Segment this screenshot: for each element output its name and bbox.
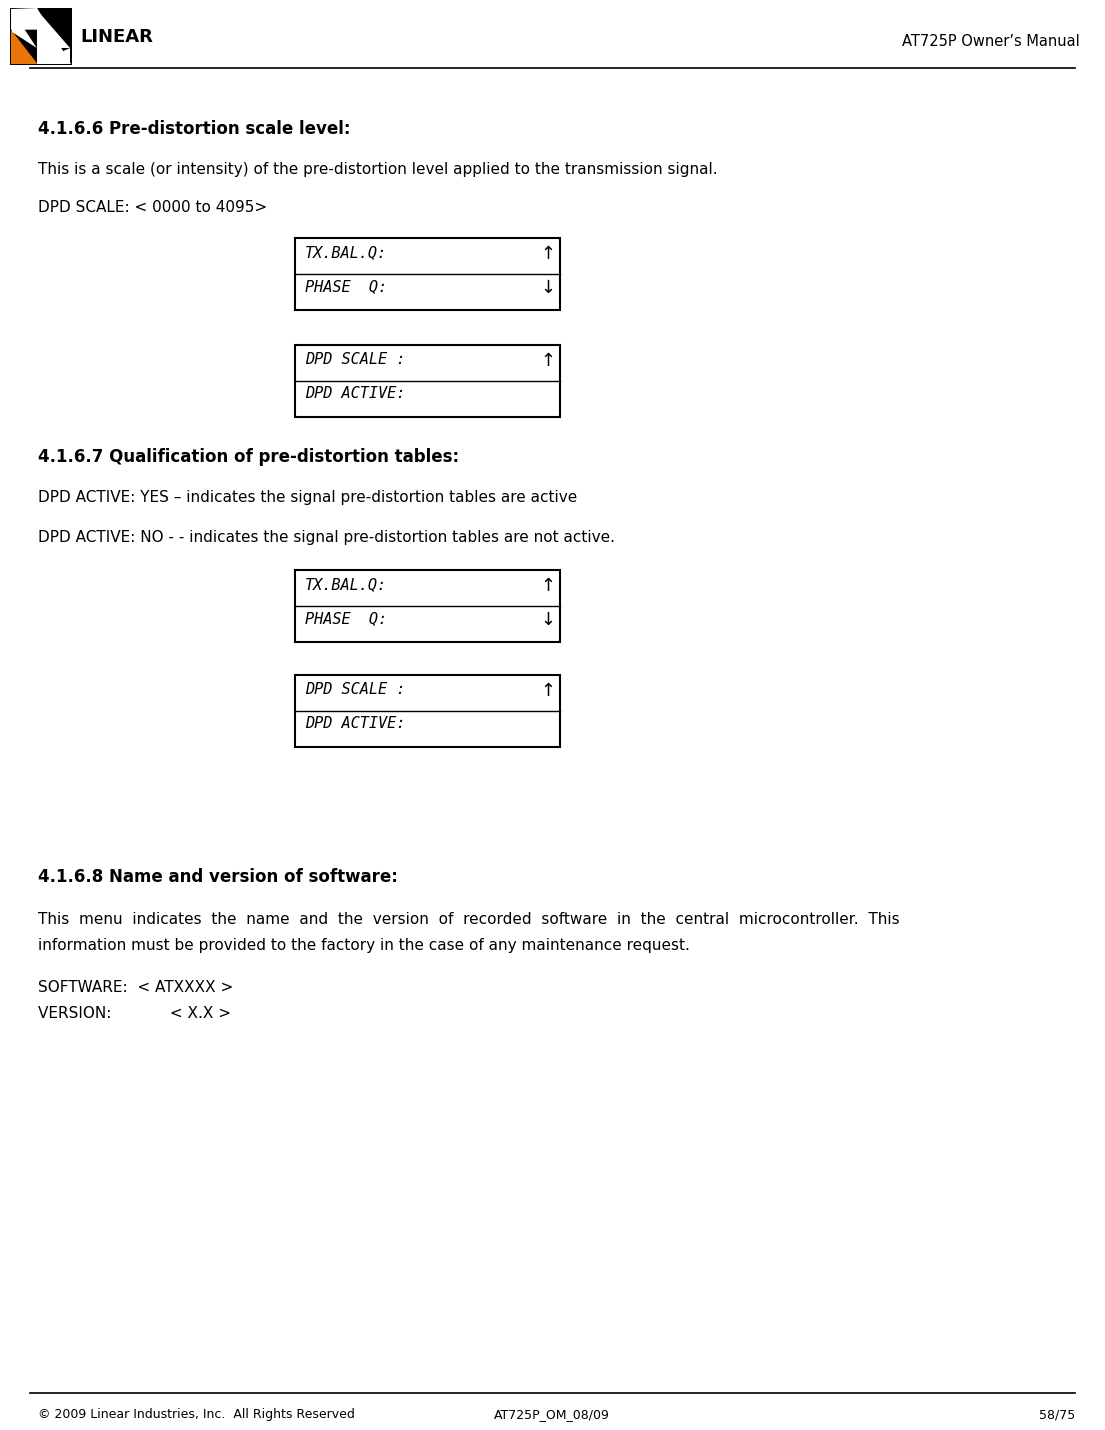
Text: ↑: ↑: [540, 352, 555, 370]
Bar: [295, 345, 560, 418]
Text: 4.1.6.8 Name and version of software:: 4.1.6.8 Name and version of software:: [38, 868, 398, 887]
Polygon shape: [11, 30, 38, 64]
Text: ↑: ↑: [540, 245, 555, 263]
Polygon shape: [36, 10, 70, 47]
Polygon shape: [38, 9, 71, 64]
Bar: [10, 9, 72, 64]
Bar: [10, 9, 72, 64]
Text: TX.BAL.Q:: TX.BAL.Q:: [305, 576, 387, 592]
Text: DPD ACTIVE: YES – indicates the signal pre-distortion tables are active: DPD ACTIVE: YES – indicates the signal p…: [38, 490, 577, 505]
Text: ↑: ↑: [540, 682, 555, 701]
Text: DPD ACTIVE: NO - - indicates the signal pre-distortion tables are not active.: DPD ACTIVE: NO - - indicates the signal …: [38, 531, 615, 545]
Text: DPD SCALE: < 0000 to 4095>: DPD SCALE: < 0000 to 4095>: [38, 200, 267, 214]
Text: This is a scale (or intensity) of the pre-distortion level applied to the transm: This is a scale (or intensity) of the pr…: [38, 162, 717, 177]
Text: LINEAR: LINEAR: [80, 27, 152, 46]
Text: PHASE  Q:: PHASE Q:: [305, 279, 387, 295]
Text: This  menu  indicates  the  name  and  the  version  of  recorded  software  in : This menu indicates the name and the ver…: [38, 912, 899, 927]
Polygon shape: [12, 31, 36, 63]
Bar: [295, 571, 560, 642]
Text: ↓: ↓: [540, 611, 555, 629]
Text: DPD SCALE :: DPD SCALE :: [305, 682, 406, 696]
Text: SOFTWARE:  < ATXXXX >: SOFTWARE: < ATXXXX >: [38, 980, 233, 995]
Text: ↑: ↑: [540, 576, 555, 595]
Text: PHASE  Q:: PHASE Q:: [305, 611, 387, 626]
Text: ↓: ↓: [540, 279, 555, 297]
Text: AT725P Owner’s Manual: AT725P Owner’s Manual: [903, 34, 1080, 50]
Text: AT725P_OM_08/09: AT725P_OM_08/09: [494, 1409, 610, 1421]
Bar: [295, 675, 560, 746]
Text: 58/75: 58/75: [1039, 1409, 1075, 1421]
Text: VERSION:            < X.X >: VERSION: < X.X >: [38, 1005, 231, 1021]
Text: DPD ACTIVE:: DPD ACTIVE:: [305, 386, 406, 400]
Polygon shape: [36, 47, 70, 63]
Text: TX.BAL.Q:: TX.BAL.Q:: [305, 245, 387, 260]
Text: DPD ACTIVE:: DPD ACTIVE:: [305, 716, 406, 731]
Text: 4.1.6.6 Pre-distortion scale level:: 4.1.6.6 Pre-distortion scale level:: [38, 120, 350, 139]
Text: © 2009 Linear Industries, Inc.  All Rights Reserved: © 2009 Linear Industries, Inc. All Right…: [38, 1409, 355, 1421]
Text: 4.1.6.7 Qualification of pre-distortion tables:: 4.1.6.7 Qualification of pre-distortion …: [38, 448, 459, 466]
Text: information must be provided to the factory in the case of any maintenance reque: information must be provided to the fact…: [38, 938, 690, 952]
Polygon shape: [12, 10, 36, 47]
Text: DPD SCALE :: DPD SCALE :: [305, 352, 406, 368]
Bar: [295, 237, 560, 310]
Polygon shape: [11, 9, 38, 64]
